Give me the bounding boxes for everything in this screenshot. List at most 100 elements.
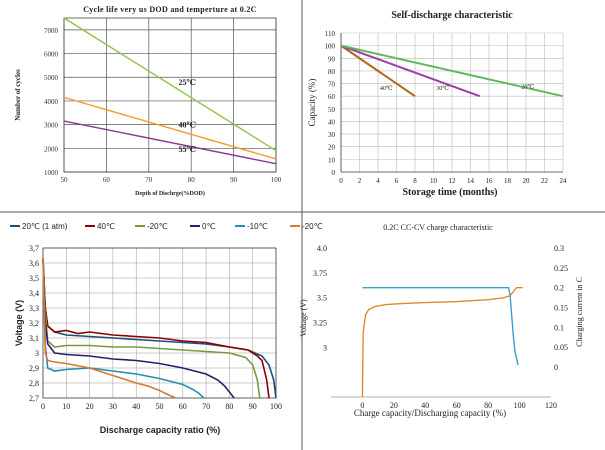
x-tick-label: 20 [86,402,94,411]
y-tick-label: 6000 [44,51,59,59]
series-line-2 [340,44,564,98]
chart-title: Cycle life very us DOD and temperture at… [83,5,257,14]
x-tick-label: 70 [145,176,153,184]
y2-tick-label: 0 [554,363,558,372]
legend-label: 0℃ [202,222,215,231]
y-tick-label: 3 [35,349,39,358]
x-tick-label: 6 [395,177,399,185]
y-tick-label: 4000 [44,98,59,106]
annotation-label: 40℃ [380,85,393,92]
x-tick-label: 80 [225,402,233,411]
y-tick-label: 40 [328,118,336,126]
x-tick-label: 40 [132,402,140,411]
y-tick-label: 30 [328,131,336,139]
x-tick-label: 90 [249,402,257,411]
legend-label: 20℃ (1 atm) [22,222,68,231]
series-line-current [362,287,519,366]
x-tick-label: 80 [484,401,492,410]
y-tick-label: 5000 [44,74,59,82]
legend-label: -20℃ [302,222,323,231]
legend-label: 40℃ [97,222,115,231]
y-tick-label: 0 [332,169,336,177]
x-tick-label: 70 [202,402,210,411]
cc-cv-charge-chart: 3 3.25 3.5 3.75 4.0 0 0.05 0.1 0.15 0.2 0.25 0.3 0 20… [299,223,584,418]
x-tick-label: 20 [523,177,531,185]
y-tick-label: 1000 [44,169,59,177]
y-tick-label: 50 [328,106,336,114]
y-tick-label: 10 [328,156,336,164]
y-tick-label: 2,7 [29,394,39,403]
series-line-1 [340,44,481,98]
cycle-life-chart: 1000 2000 3000 4000 5000 6000 7000 50 60 70 80 90 10… [14,5,282,197]
series-line-1 [42,258,270,399]
legend-label: -10℃ [247,222,268,231]
chart-title: 0.2C CC-CV charge characteristic [383,223,493,232]
discharge-temperature-chart: 2,7 2,8 2,9 3 3,1 3,2 3,3 3,4 3,5 3,6 3,7 0 10 20 30 40… [10,222,323,435]
annotation-label: 55℃ [178,145,196,154]
series-line-1 [63,96,277,160]
y2-tick-label: 0.15 [554,304,568,313]
y-tick-label: 3,1 [29,334,39,343]
x-tick-label: 24 [560,177,568,185]
x-tick-label: 22 [541,177,549,185]
y-tick-label: 3,7 [29,244,39,253]
annotation-label: 40℃ [178,120,196,129]
y2-tick-label: 0.25 [554,264,568,273]
annotation-label: 25℃ [178,78,196,87]
y-tick-label: 20 [328,144,336,152]
y-tick-label: 70 [328,81,336,89]
annotation-label: 20℃ [521,84,534,91]
y-axis-label: Number of cycles [14,69,22,121]
y-axis-label: Capacity (%) [307,79,317,127]
y-tick-label: 3000 [44,122,59,130]
x-tick-label: 60 [453,401,461,410]
x-tick-label: 30 [109,402,117,411]
x-tick-label: 0 [41,402,45,411]
x-axis-label: Charge capacity/Discharging capacity (%) [354,408,506,418]
series-line-2 [42,258,261,399]
x-tick-label: 50 [61,176,69,184]
y2-tick-label: 0.3 [554,244,564,253]
series-line-0 [63,17,277,152]
x-tick-label: 12 [449,177,457,185]
x-tick-label: 40 [421,401,429,410]
x-tick-label: 10 [62,402,70,411]
y-tick-label: 4.0 [317,244,327,253]
x-tick-label: 8 [413,177,417,185]
x-tick-label: 10 [430,177,438,185]
y-tick-label: 7000 [44,27,59,35]
x-tick-label: 60 [179,402,187,411]
chart-title: Self-discharge characteristic [391,10,513,21]
plot-frame [42,247,277,399]
y-tick-label: 3.25 [313,319,327,328]
annotation-label: 30℃ [436,85,449,92]
y-tick-label: 3 [323,343,327,352]
y-axis-label: Voltage (V) [299,299,308,337]
series-line-3 [42,258,235,399]
y-tick-label: 3,4 [29,289,39,298]
legend-label: -20℃ [147,222,168,231]
x-tick-label: 120 [545,401,557,410]
y-tick-label: 3.75 [313,269,327,278]
x-tick-label: 0 [339,177,343,185]
y-tick-label: 60 [328,93,336,101]
x-axis-label: Storage time (months) [403,187,498,198]
series-line-voltage [361,287,523,398]
x-tick-label: 0 [360,401,364,410]
y-tick-label: 2,8 [29,379,39,388]
x-tick-label: 100 [271,176,282,184]
y-axis-label: Voltage (V) [14,300,24,346]
y-tick-label: 2000 [44,145,59,153]
y-tick-label: 2,9 [29,364,39,373]
y-tick-label: 3,6 [29,259,39,268]
y2-tick-label: 0.1 [554,323,564,332]
y-tick-label: 80 [328,68,336,76]
y-tick-label: 3,2 [29,319,39,328]
plot-frame [63,17,277,173]
y2-tick-label: 0.05 [554,343,568,352]
y-tick-label: 100 [325,43,336,51]
x-tick-label: 16 [486,177,494,185]
x-tick-label: 80 [188,176,196,184]
x-tick-label: 18 [504,177,512,185]
